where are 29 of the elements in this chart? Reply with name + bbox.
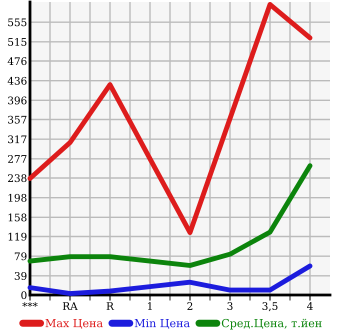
- y-tick-label: 317: [8, 135, 26, 144]
- y-tick-label: 357: [8, 116, 26, 124]
- y-tick-label: 0: [21, 291, 27, 300]
- line-series: [28, 163, 312, 268]
- x-tick-label: 4: [307, 302, 313, 310]
- y-tick-label: 119: [8, 232, 27, 241]
- x-tick-label: ***: [22, 302, 38, 307]
- x-tick-label: 1: [148, 302, 152, 310]
- y-tick-label: 79: [14, 252, 27, 260]
- x-tick-label: R: [106, 302, 114, 310]
- y-tick-label: 555: [8, 18, 26, 26]
- y-tick-label: 277: [8, 155, 26, 163]
- x-tick-label: 3: [227, 302, 233, 310]
- x-tick-label: RA: [62, 302, 78, 310]
- y-tick-label: 396: [8, 96, 27, 104]
- line-series: [28, 264, 312, 296]
- line-series: [28, 2, 312, 235]
- y-tick-label: 238: [8, 174, 27, 182]
- legend-label: Max Цена: [46, 319, 103, 329]
- y-tick-label: 39: [14, 272, 27, 280]
- y-tick-label: 158: [8, 214, 27, 222]
- y-tick-label: 198: [8, 194, 27, 202]
- x-tick-label: 3,5: [262, 302, 278, 312]
- y-tick-label: 476: [8, 57, 27, 66]
- legend-label: Min Цена: [134, 318, 190, 329]
- y-tick-label: 515: [8, 38, 26, 46]
- legend-label: Сред.Цена, т.йен: [222, 318, 322, 330]
- x-tick-label: 2: [187, 302, 192, 310]
- y-tick-label: 436: [8, 76, 27, 85]
